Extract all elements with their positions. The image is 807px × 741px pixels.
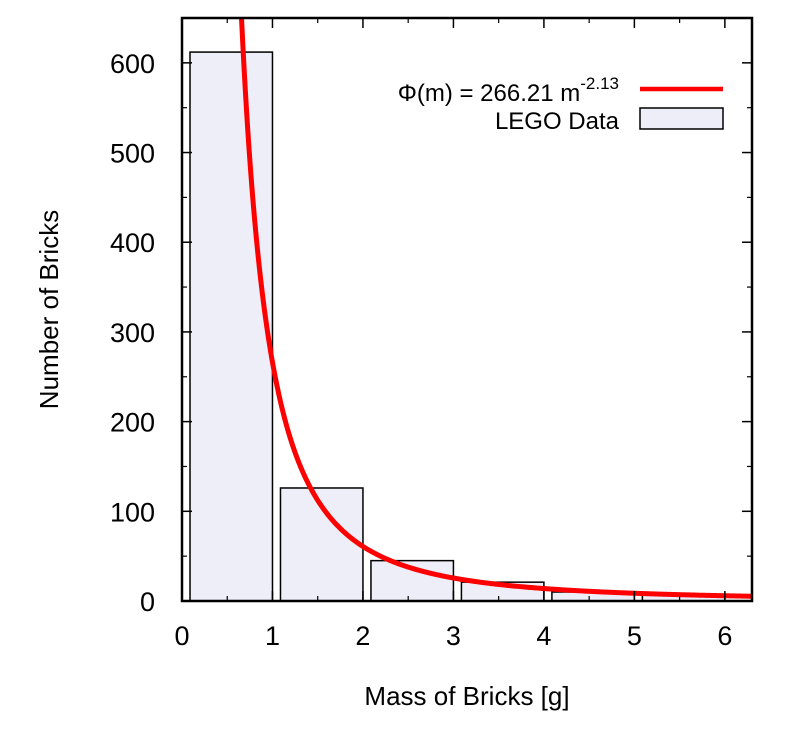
legend-fit-main: Φ(m) = 266.21 m bbox=[398, 80, 581, 107]
x-tick-label: 4 bbox=[536, 621, 551, 651]
legend-data-swatch bbox=[639, 107, 724, 130]
x-tick-label: 1 bbox=[265, 621, 280, 651]
fit-curve bbox=[239, 17, 754, 599]
legend-data-label: LEGO Data bbox=[495, 108, 620, 135]
ticks-layer: 0 1 2 3 4 5 6 0 100 200 300 400 500 600 bbox=[110, 18, 752, 651]
y-tick-label: 500 bbox=[110, 139, 155, 169]
plot-frame bbox=[180, 16, 754, 603]
x-tick-label: 2 bbox=[355, 621, 370, 651]
x-tick-label: 3 bbox=[446, 621, 461, 651]
fit-curve-layer bbox=[239, 17, 754, 599]
y-tick-label: 300 bbox=[110, 318, 155, 348]
x-axis-title: Mass of Bricks [g] bbox=[364, 681, 569, 711]
histogram-bar bbox=[189, 51, 274, 602]
y-tick-label: 400 bbox=[110, 228, 155, 258]
y-tick-label: 0 bbox=[140, 587, 155, 617]
legend-fit-label: Φ(m) = 266.21 m-2.13 bbox=[398, 74, 619, 107]
y-tick-label: 100 bbox=[110, 497, 155, 527]
x-tick-label: 5 bbox=[627, 621, 642, 651]
x-tick-label: 6 bbox=[717, 621, 732, 651]
legend-fit-exponent: -2.13 bbox=[580, 74, 619, 93]
x-tick-label: 0 bbox=[174, 621, 189, 651]
y-tick-label: 600 bbox=[110, 49, 155, 79]
y-tick-label: 200 bbox=[110, 408, 155, 438]
bars-layer bbox=[189, 51, 726, 602]
y-axis-title: Number of Bricks bbox=[34, 210, 64, 409]
legend: Φ(m) = 266.21 m-2.13 LEGO Data bbox=[398, 74, 724, 135]
